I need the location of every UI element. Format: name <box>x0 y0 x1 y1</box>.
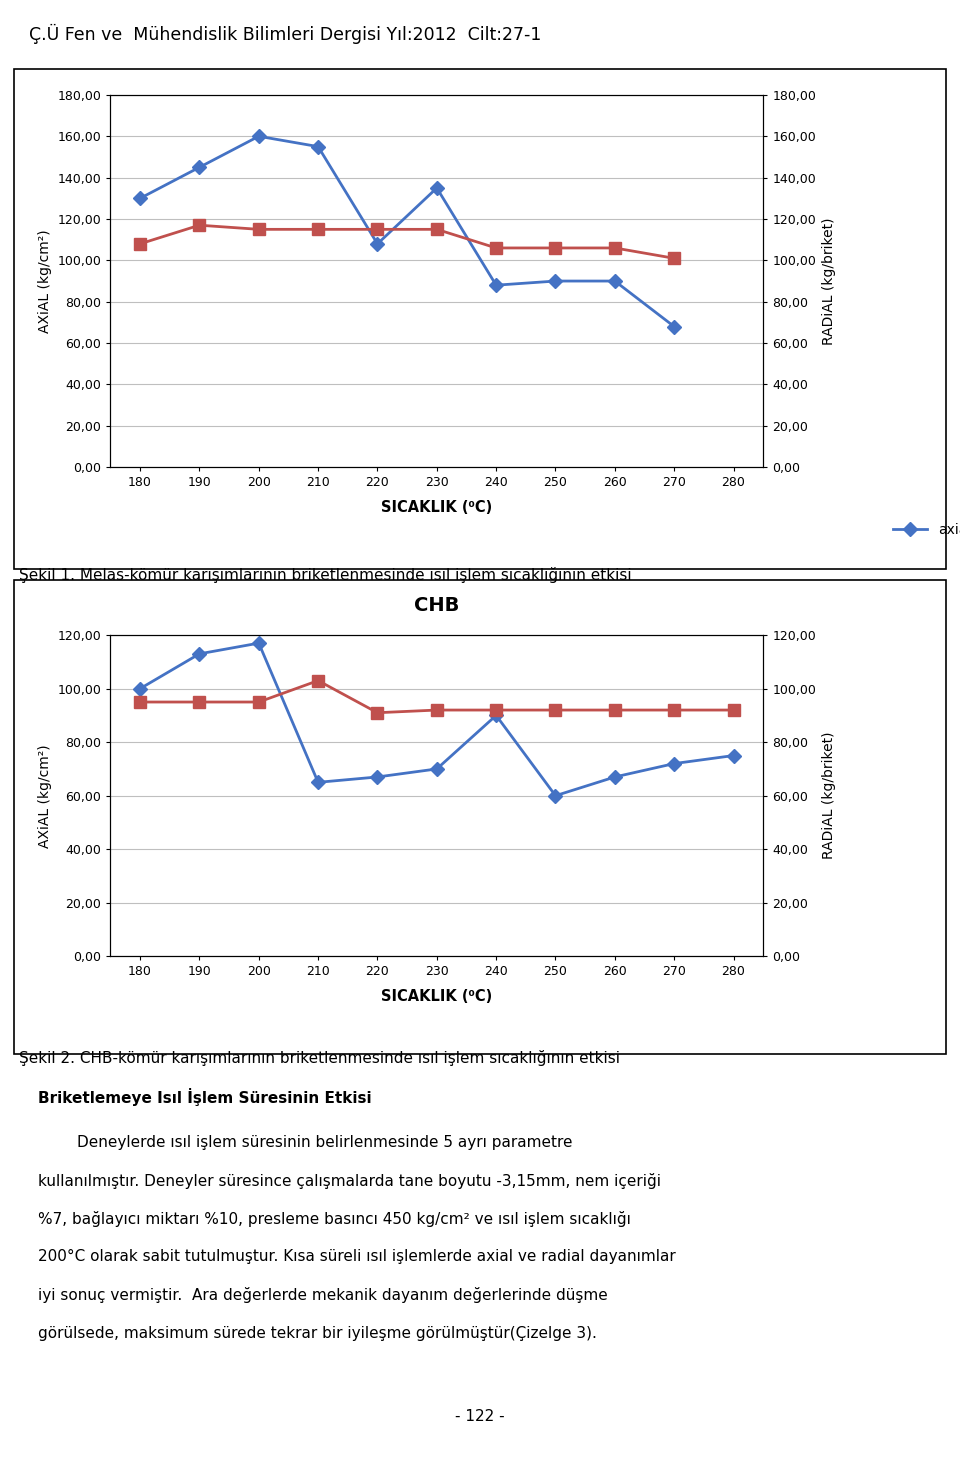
Text: CHB: CHB <box>414 596 460 616</box>
Text: Şekil 2. CHB-kömür karışımlarının briketlenmesinde ısıl işlem sıcaklığının etkis: Şekil 2. CHB-kömür karışımlarının briket… <box>19 1051 620 1066</box>
Text: iyi sonuç vermiştir.  Ara değerlerde mekanik dayanım değerlerinde düşme: iyi sonuç vermiştir. Ara değerlerde meka… <box>38 1288 608 1304</box>
Y-axis label: RADiAL (kg/briket): RADiAL (kg/briket) <box>822 731 835 860</box>
Text: - 122 -: - 122 - <box>455 1409 505 1423</box>
Text: kullanılmıştır. Deneyler süresince çalışmalarda tane boyutu -3,15mm, nem içeriği: kullanılmıştır. Deneyler süresince çalış… <box>38 1174 661 1188</box>
Legend: axial, radial: axial, radial <box>887 517 960 542</box>
Y-axis label: AXiAL (kg/cm²): AXiAL (kg/cm²) <box>38 745 52 847</box>
Text: %7, bağlayıcı miktarı %10, presleme basıncı 450 kg/cm² ve ısıl işlem sıcaklığı: %7, bağlayıcı miktarı %10, presleme bası… <box>38 1212 632 1228</box>
X-axis label: SICAKLIK (⁰C): SICAKLIK (⁰C) <box>381 501 492 515</box>
X-axis label: SICAKLIK (⁰C): SICAKLIK (⁰C) <box>381 990 492 1004</box>
Text: Briketlemeye Isıl İşlem Süresinin Etkisi: Briketlemeye Isıl İşlem Süresinin Etkisi <box>38 1088 372 1105</box>
Text: Ç.Ü Fen ve  Mühendislik Bilimleri Dergisi Yıl:2012  Cilt:27-1: Ç.Ü Fen ve Mühendislik Bilimleri Dergisi… <box>29 23 541 44</box>
Text: 200°C olarak sabit tutulmuştur. Kısa süreli ısıl işlemlerde axial ve radial daya: 200°C olarak sabit tutulmuştur. Kısa sür… <box>38 1250 676 1264</box>
Text: Şekil 1. Melas-kömür karışımlarının briketlenmesinde ısıl işlem sıcaklığının etk: Şekil 1. Melas-kömür karışımlarının brik… <box>19 568 632 583</box>
Y-axis label: AXiAL (kg/cm²): AXiAL (kg/cm²) <box>38 229 52 333</box>
Y-axis label: RADiAL (kg/briket): RADiAL (kg/briket) <box>822 218 835 345</box>
Text: Deneylerde ısıl işlem süresinin belirlenmesinde 5 ayrı parametre: Deneylerde ısıl işlem süresinin belirlen… <box>38 1134 573 1150</box>
Text: görülsede, maksimum sürede tekrar bir iyileşme görülmüştür(Çizelge 3).: görülsede, maksimum sürede tekrar bir iy… <box>38 1326 597 1340</box>
